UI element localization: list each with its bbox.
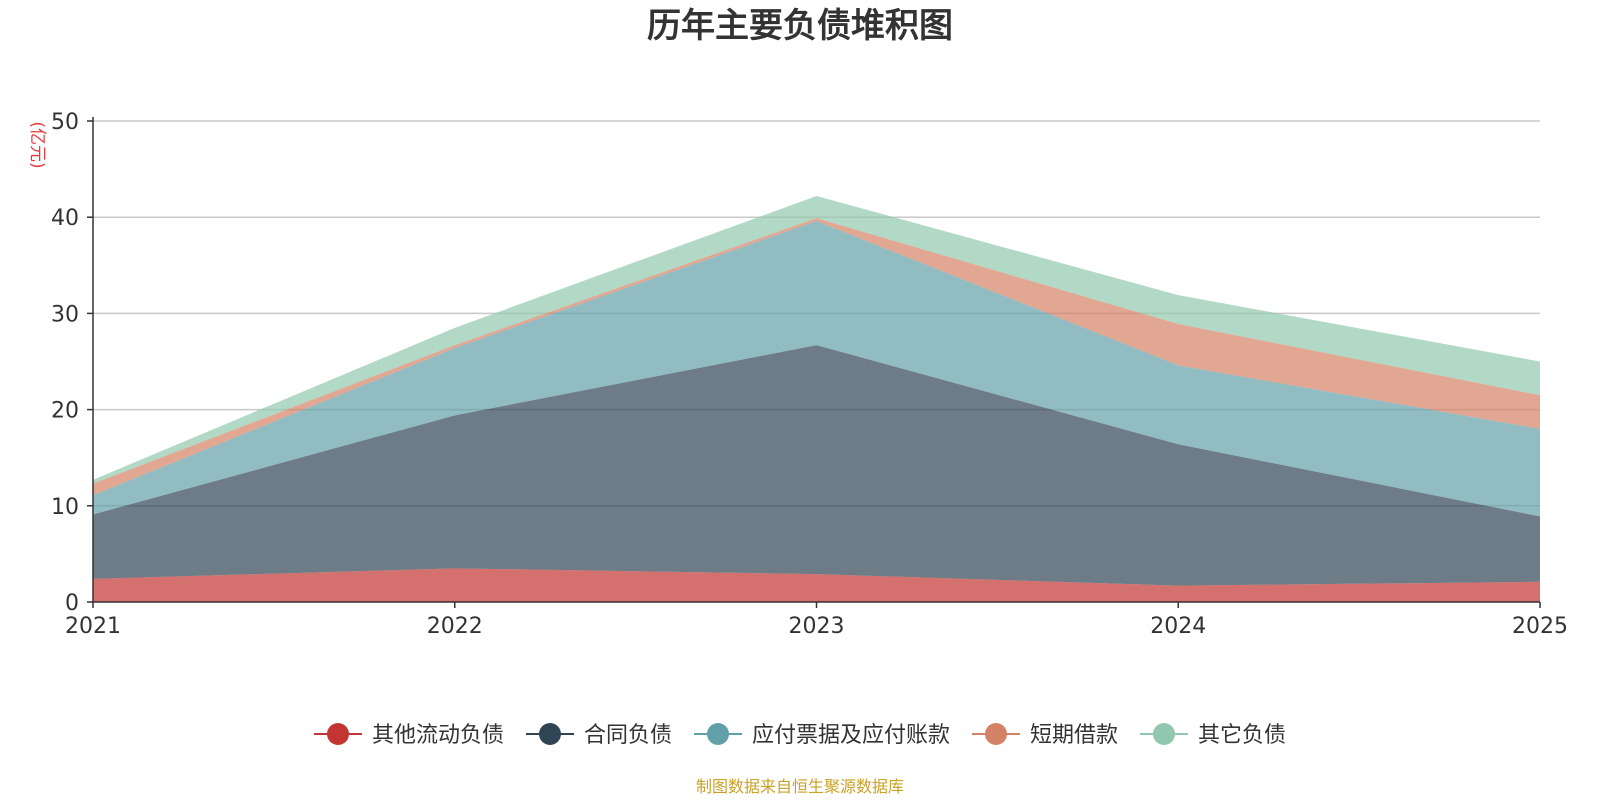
- legend-marker: [1153, 723, 1175, 745]
- area-series-2: [93, 221, 1540, 517]
- legend-marker: [985, 723, 1007, 745]
- legend-marker: [539, 723, 561, 745]
- legend[interactable]: 其他流动负债 合同负债 应付票据及应付账款 短期借款 其它负债: [314, 723, 1286, 748]
- area-series-1: [93, 345, 1540, 586]
- legend-item-0[interactable]: 其他流动负债: [314, 723, 504, 748]
- y-tick-label: 0: [65, 591, 79, 616]
- area-series: [93, 196, 1540, 602]
- x-tick-label: 2025: [1512, 614, 1568, 639]
- legend-marker: [707, 723, 729, 745]
- area-series-3: [93, 218, 1540, 496]
- legend-item-4[interactable]: 其它负债: [1140, 723, 1286, 748]
- y-tick-label: 50: [51, 110, 79, 135]
- y-tick-label: 40: [51, 206, 79, 231]
- legend-item-2[interactable]: 应付票据及应付账款: [694, 723, 950, 748]
- x-tick-label: 2022: [427, 614, 483, 639]
- legend-label: 短期借款: [1030, 723, 1118, 748]
- chart-title: 历年主要负债堆积图: [647, 6, 953, 46]
- y-tick-label: 30: [51, 302, 79, 327]
- legend-label: 合同负债: [584, 723, 672, 748]
- data-source-note: 制图数据来自恒生聚源数据库: [696, 777, 904, 796]
- x-tick-label: 2021: [65, 614, 121, 639]
- legend-item-1[interactable]: 合同负债: [526, 723, 672, 748]
- y-axis-unit-label: (亿元): [27, 121, 47, 168]
- x-tick-label: 2023: [789, 614, 845, 639]
- x-tick-label: 2024: [1150, 614, 1206, 639]
- y-tick-label: 10: [51, 495, 79, 520]
- legend-label: 其他流动负债: [372, 723, 504, 748]
- legend-item-3[interactable]: 短期借款: [972, 723, 1118, 748]
- axes: 0 10 20 30 40 50 2021 2022 2023 2024 2025: [51, 110, 1568, 639]
- legend-marker: [327, 723, 349, 745]
- area-series-0: [93, 568, 1540, 602]
- y-tick-label: 20: [51, 399, 79, 424]
- legend-label: 应付票据及应付账款: [752, 723, 950, 748]
- legend-label: 其它负债: [1198, 723, 1286, 748]
